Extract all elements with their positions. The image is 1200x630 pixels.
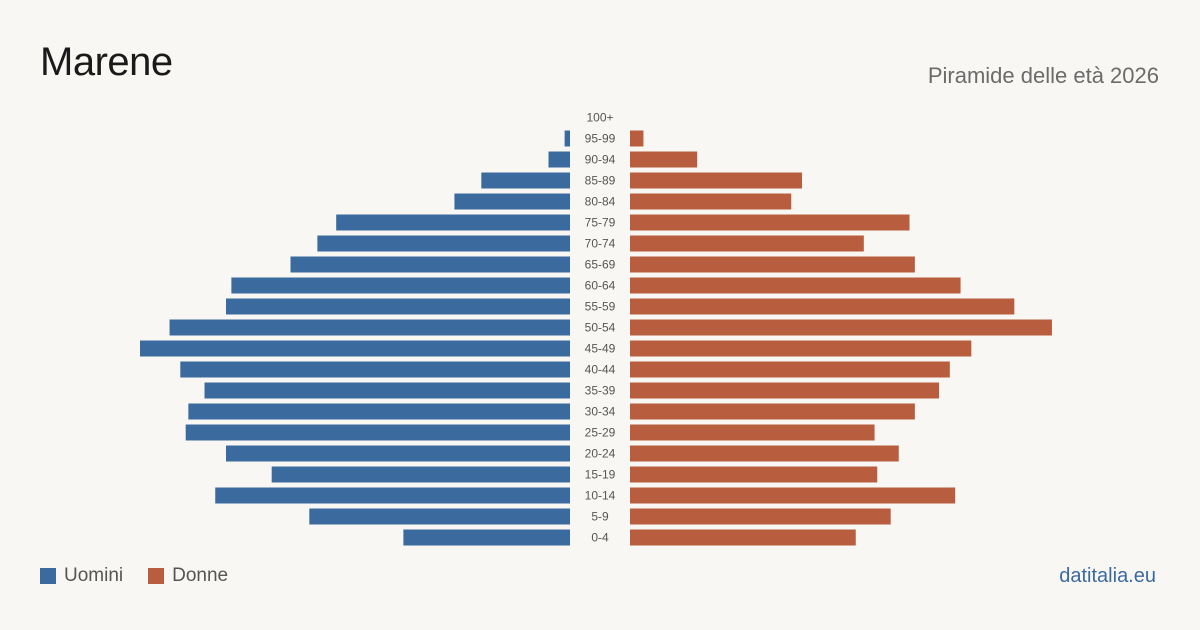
legend-label-men: Uomini	[64, 565, 124, 586]
bar-men-70-74	[317, 235, 570, 252]
age-label-65-69: 65-69	[585, 258, 616, 272]
age-label-100plus: 100+	[586, 111, 613, 125]
age-label-90-94: 90-94	[585, 153, 616, 167]
age-label-75-79: 75-79	[585, 216, 616, 230]
bar-men-95-99	[564, 130, 570, 147]
bar-women-15-19	[630, 466, 878, 483]
bar-women-65-69	[630, 256, 915, 273]
bar-men-80-84	[454, 193, 570, 210]
bar-men-40-44	[180, 361, 570, 378]
chart-subtitle: Piramide delle età 2026	[927, 63, 1159, 88]
chart-title: Marene	[40, 40, 173, 84]
bar-women-70-74	[630, 235, 864, 252]
age-label-25-29: 25-29	[585, 426, 616, 440]
legend-item-women: Donne	[148, 565, 228, 587]
bar-women-40-44	[630, 361, 950, 378]
bar-women-80-84	[630, 193, 792, 210]
age-label-95-99: 95-99	[585, 132, 616, 146]
bar-men-35-39	[204, 382, 570, 399]
bar-men-0-4	[403, 529, 570, 546]
bar-men-30-34	[188, 403, 570, 420]
bar-women-35-39	[630, 382, 940, 399]
bar-women-95-99	[630, 130, 644, 147]
bar-men-65-69	[290, 256, 570, 273]
age-label-30-34: 30-34	[585, 405, 616, 419]
legend-swatch-women	[148, 568, 165, 584]
age-label-20-24: 20-24	[585, 447, 616, 461]
age-label-10-14: 10-14	[585, 489, 616, 503]
age-label-85-89: 85-89	[585, 174, 616, 188]
bar-women-85-89	[630, 172, 802, 189]
bar-men-15-19	[271, 466, 570, 483]
bar-women-20-24	[630, 445, 899, 462]
age-label-45-49: 45-49	[585, 342, 616, 356]
age-label-0-4: 0-4	[591, 531, 609, 545]
bar-men-85-89	[481, 172, 570, 189]
bar-women-45-49	[630, 340, 972, 357]
age-label-60-64: 60-64	[585, 279, 616, 293]
bar-men-45-49	[140, 340, 570, 357]
legend-item-men: Uomini	[40, 565, 123, 587]
age-label-50-54: 50-54	[585, 321, 616, 335]
age-label-40-44: 40-44	[585, 363, 616, 377]
bar-men-55-59	[226, 298, 570, 315]
bar-men-20-24	[226, 445, 570, 462]
bar-women-55-59	[630, 298, 1015, 315]
age-label-35-39: 35-39	[585, 384, 616, 398]
age-label-15-19: 15-19	[585, 468, 616, 482]
bar-women-0-4	[630, 529, 856, 546]
site-link[interactable]: datitalia.eu	[1059, 565, 1156, 587]
bar-men-10-14	[215, 487, 570, 504]
age-label-55-59: 55-59	[585, 300, 616, 314]
bar-men-25-29	[185, 424, 570, 441]
bar-men-50-54	[169, 319, 570, 336]
bar-men-75-79	[336, 214, 570, 231]
bar-women-10-14	[630, 487, 956, 504]
age-label-70-74: 70-74	[585, 237, 616, 251]
bar-men-90-94	[548, 151, 570, 168]
bar-women-90-94	[630, 151, 698, 168]
bar-women-60-64	[630, 277, 961, 294]
age-label-80-84: 80-84	[585, 195, 616, 209]
bar-men-5-9	[309, 508, 570, 525]
legend: Uomini Donne	[40, 565, 253, 587]
legend-swatch-men	[40, 568, 56, 584]
age-label-5-9: 5-9	[591, 510, 609, 524]
bar-women-75-79	[630, 214, 910, 231]
bar-women-30-34	[630, 403, 915, 420]
legend-label-women: Donne	[172, 565, 229, 586]
bar-women-50-54	[630, 319, 1052, 336]
bar-women-5-9	[630, 508, 891, 525]
bar-men-60-64	[231, 277, 570, 294]
bar-women-25-29	[630, 424, 875, 441]
